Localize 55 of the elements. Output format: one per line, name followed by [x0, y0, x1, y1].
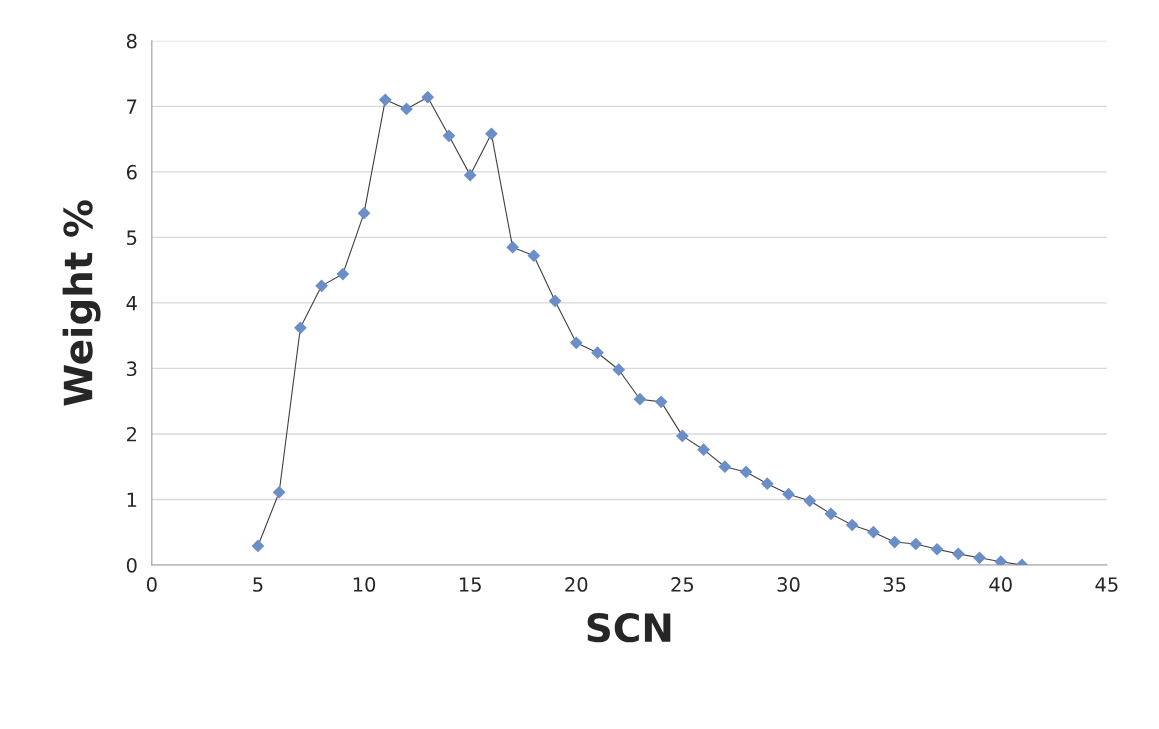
point — [782, 487, 795, 501]
point — [888, 535, 901, 549]
x-tick-label: 15 — [459, 577, 481, 592]
point — [527, 249, 541, 263]
point — [485, 127, 498, 141]
point — [909, 537, 923, 551]
point — [739, 465, 753, 479]
x-tick-label: 20 — [565, 577, 588, 592]
y-tick-label: 5 — [127, 230, 137, 246]
point — [548, 294, 562, 308]
point — [336, 267, 350, 281]
point — [315, 279, 328, 293]
point — [845, 518, 859, 532]
point — [251, 539, 265, 553]
x-tick-label: 45 — [1095, 577, 1118, 592]
point — [591, 346, 604, 360]
y-tick-label: 2 — [126, 426, 136, 442]
point — [718, 460, 732, 474]
y-tick-label: 4 — [126, 296, 137, 311]
point — [930, 542, 944, 556]
point — [272, 485, 286, 499]
x-axis-title: SCN — [587, 612, 671, 643]
y-tick-label: 7 — [127, 99, 137, 114]
point — [421, 90, 435, 104]
point — [378, 93, 392, 107]
y-axis-title: Weight % — [62, 200, 101, 406]
point — [697, 443, 710, 457]
y-tick-label: 3 — [127, 361, 137, 377]
x-tick-label: 5 — [253, 577, 263, 592]
point — [633, 392, 647, 406]
x-tick-label: 0 — [146, 577, 157, 592]
point — [654, 395, 668, 409]
point — [294, 321, 307, 335]
x-tick-label: 35 — [883, 577, 906, 592]
point — [506, 240, 519, 254]
point — [973, 551, 986, 565]
point — [357, 206, 371, 220]
x-tick-label: 40 — [989, 577, 1012, 592]
point — [867, 525, 880, 539]
point — [463, 168, 477, 182]
point — [569, 336, 583, 350]
y-tick-label: 6 — [126, 164, 137, 180]
x-tick-label: 30 — [777, 577, 800, 592]
point — [442, 129, 456, 143]
point — [824, 507, 838, 521]
y-tick-label: 8 — [126, 33, 137, 49]
point — [676, 429, 689, 443]
x-tick-label: 10 — [353, 577, 376, 592]
y-tick-label: 0 — [126, 557, 137, 573]
y-tick-label: 1 — [127, 492, 137, 507]
point — [612, 363, 626, 377]
x-tick-label: 25 — [671, 577, 694, 592]
point — [951, 547, 965, 561]
point — [760, 477, 774, 491]
point — [803, 494, 817, 508]
